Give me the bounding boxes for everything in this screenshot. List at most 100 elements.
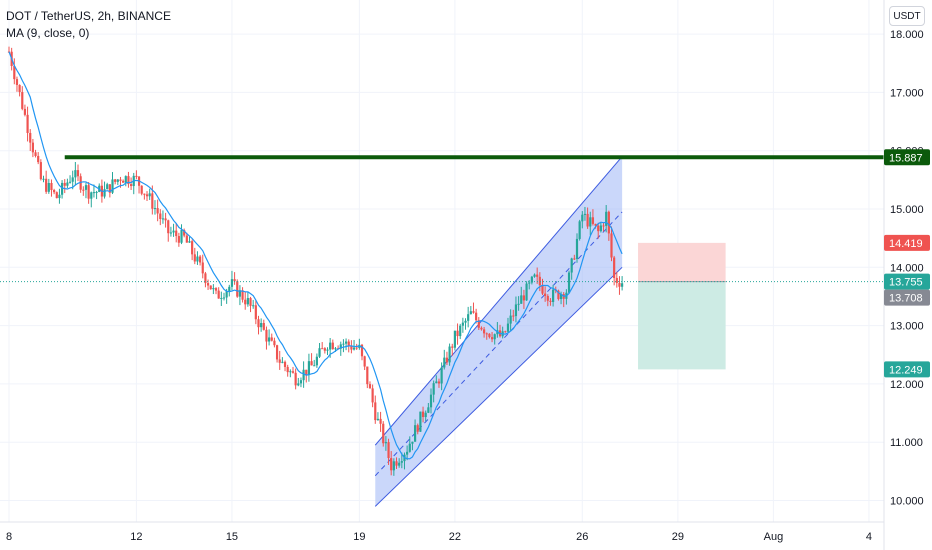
candle-body [233, 279, 236, 282]
candle-body [95, 191, 98, 193]
candle-body [13, 66, 16, 80]
candle-body [151, 193, 154, 209]
candle-body [76, 170, 80, 177]
candle-body [26, 114, 29, 133]
candle-body [621, 283, 624, 287]
candle-body [129, 184, 133, 187]
candle-body [175, 230, 178, 237]
candle-body [289, 371, 292, 373]
candle-body [228, 286, 231, 291]
candle-body [485, 333, 488, 335]
last-price-tag-label: 13.755 [889, 277, 923, 289]
candle-body [599, 225, 602, 232]
x-tick-label: 12 [130, 531, 142, 543]
channel-lower-line [374, 266, 623, 507]
ascending-channel[interactable] [374, 156, 623, 507]
candle-body [34, 152, 37, 156]
candle-body [135, 175, 138, 177]
candle-body [201, 262, 204, 274]
candle-body [50, 182, 53, 191]
candle-body [111, 179, 114, 193]
candle-body [400, 461, 403, 463]
candle-body [29, 132, 32, 143]
candle-body [411, 441, 414, 444]
candle-body [421, 411, 425, 418]
candle-body [286, 366, 289, 373]
candle-body [618, 282, 621, 287]
x-tick-label: Aug [764, 531, 784, 543]
candle-body [159, 213, 162, 219]
candlesticks [7, 46, 624, 476]
channel-median-line [374, 211, 623, 477]
candle-body [39, 162, 42, 180]
candle-body [352, 347, 356, 350]
indicator-label[interactable]: MA (9, close, 0) [6, 26, 90, 40]
candle-body [196, 256, 199, 262]
candle-body [108, 184, 111, 193]
candle-body [384, 442, 387, 444]
candle-body [180, 230, 183, 243]
symbol-title[interactable]: DOT / TetherUS, 2h, BINANCE [6, 9, 171, 23]
y-tick-label: 11.000 [890, 437, 923, 449]
ma-value-tag-label: 13.708 [889, 293, 923, 305]
currency-button[interactable]: USDT [889, 6, 925, 26]
candle-body [185, 235, 188, 243]
candle-body [541, 285, 544, 294]
take-profit-zone [638, 281, 726, 370]
candle-body [538, 276, 541, 286]
chart-legend: DOT / TetherUS, 2h, BINANCE MA (9, close… [6, 8, 171, 42]
candle-body [114, 179, 117, 182]
candle-body [597, 225, 600, 232]
candle-body [586, 213, 589, 227]
price-axis[interactable]: 10.00011.00012.00013.00014.00015.00016.0… [883, 0, 924, 550]
candle-body [334, 348, 337, 350]
candle-body [467, 314, 470, 321]
candle-body [512, 315, 515, 317]
candle-body [169, 232, 173, 234]
candle-body [140, 185, 143, 194]
candle-body [145, 194, 149, 197]
candle-body [398, 462, 401, 466]
candle-body [461, 322, 464, 326]
candle-body [291, 371, 295, 373]
candle-body [368, 384, 372, 389]
candle-body [122, 180, 125, 183]
candle-body [413, 425, 417, 442]
x-tick-label: 15 [226, 531, 238, 543]
candle-body [148, 193, 151, 197]
candle-body [297, 383, 300, 386]
candle-body [395, 461, 398, 466]
candle-body [363, 356, 366, 367]
resistance-price-tag [884, 149, 930, 166]
horizontal-levels[interactable] [0, 155, 884, 283]
candle-body [225, 290, 228, 298]
time-axis[interactable]: 8 12 15 19 22 26 29 Aug 4 [0, 521, 884, 543]
candle-body [344, 341, 348, 344]
candle-body [209, 285, 212, 290]
candle-body [87, 185, 90, 199]
last-price-tag [884, 273, 930, 290]
candle-body [278, 359, 281, 363]
candle-body [429, 394, 433, 408]
y-tick-label: 10.000 [890, 496, 924, 508]
candle-body [453, 330, 456, 348]
candle-body [262, 323, 265, 330]
candle-body [581, 214, 584, 222]
candle-body [143, 193, 146, 195]
candle-body [475, 312, 478, 321]
candle-body [47, 182, 50, 192]
candle-body [469, 311, 472, 315]
candle-body [520, 295, 523, 304]
candle-body [355, 347, 358, 349]
candle-body [432, 383, 435, 395]
candle-body [387, 442, 390, 459]
candle-body [544, 293, 547, 296]
ma-value-tag [884, 289, 930, 306]
candle-body [217, 290, 220, 299]
y-tick-label: 15.000 [890, 204, 924, 216]
candle-body [252, 305, 255, 307]
candle-body [366, 366, 369, 385]
candle-body [42, 178, 45, 180]
candle-body [283, 361, 287, 367]
